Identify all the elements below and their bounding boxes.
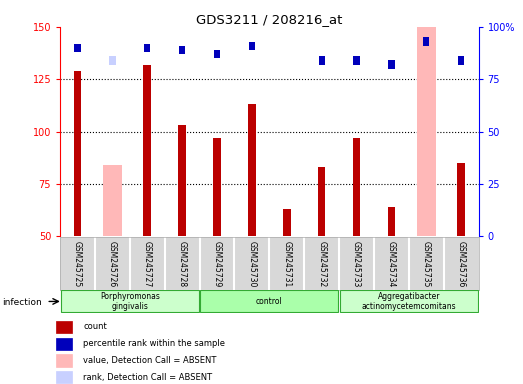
Text: GSM245731: GSM245731	[282, 241, 291, 287]
Text: GSM245734: GSM245734	[387, 241, 396, 287]
Bar	[143, 65, 151, 236]
Bar	[178, 125, 186, 236]
Text: rank, Detection Call = ABSENT: rank, Detection Call = ABSENT	[83, 373, 212, 382]
Bar	[214, 50, 220, 58]
Bar	[56, 371, 72, 383]
Text: GSM245733: GSM245733	[352, 241, 361, 287]
Text: GSM245728: GSM245728	[178, 241, 187, 287]
Bar	[144, 44, 151, 52]
Text: GSM245727: GSM245727	[143, 241, 152, 287]
Bar	[353, 138, 360, 236]
Title: GDS3211 / 208216_at: GDS3211 / 208216_at	[196, 13, 343, 26]
Bar	[74, 71, 82, 236]
Bar	[457, 163, 465, 236]
Bar	[249, 41, 255, 50]
Bar	[56, 338, 72, 350]
Bar	[423, 37, 429, 46]
Text: GSM245730: GSM245730	[247, 241, 256, 287]
FancyBboxPatch shape	[61, 290, 199, 313]
Bar	[56, 321, 72, 333]
Bar	[283, 209, 291, 236]
Bar	[213, 138, 221, 236]
Bar	[56, 354, 72, 366]
Text: Porphyromonas
gingivalis: Porphyromonas gingivalis	[100, 292, 160, 311]
Bar	[248, 104, 256, 236]
Text: Aggregatibacter
actinomycetemcomitans: Aggregatibacter actinomycetemcomitans	[361, 292, 456, 311]
Bar	[318, 167, 325, 236]
Bar	[388, 60, 394, 69]
Text: GSM245732: GSM245732	[317, 241, 326, 287]
Text: GSM245726: GSM245726	[108, 241, 117, 287]
Bar	[74, 44, 81, 52]
Bar	[388, 207, 395, 236]
Text: GSM245735: GSM245735	[422, 241, 431, 287]
Bar	[103, 165, 122, 236]
Bar	[319, 56, 325, 65]
Text: value, Detection Call = ABSENT: value, Detection Call = ABSENT	[83, 356, 217, 365]
Bar	[417, 27, 436, 236]
Text: GSM245725: GSM245725	[73, 241, 82, 287]
Text: GSM245729: GSM245729	[212, 241, 222, 287]
Bar	[458, 56, 464, 65]
FancyBboxPatch shape	[200, 290, 338, 313]
Text: count: count	[83, 323, 107, 331]
Bar	[354, 56, 360, 65]
Bar	[179, 46, 185, 54]
Text: infection: infection	[3, 298, 42, 307]
Text: control: control	[256, 297, 283, 306]
Bar	[423, 37, 429, 46]
Text: percentile rank within the sample: percentile rank within the sample	[83, 339, 225, 348]
FancyBboxPatch shape	[340, 290, 478, 313]
Bar	[109, 56, 116, 65]
Text: GSM245736: GSM245736	[457, 241, 465, 287]
